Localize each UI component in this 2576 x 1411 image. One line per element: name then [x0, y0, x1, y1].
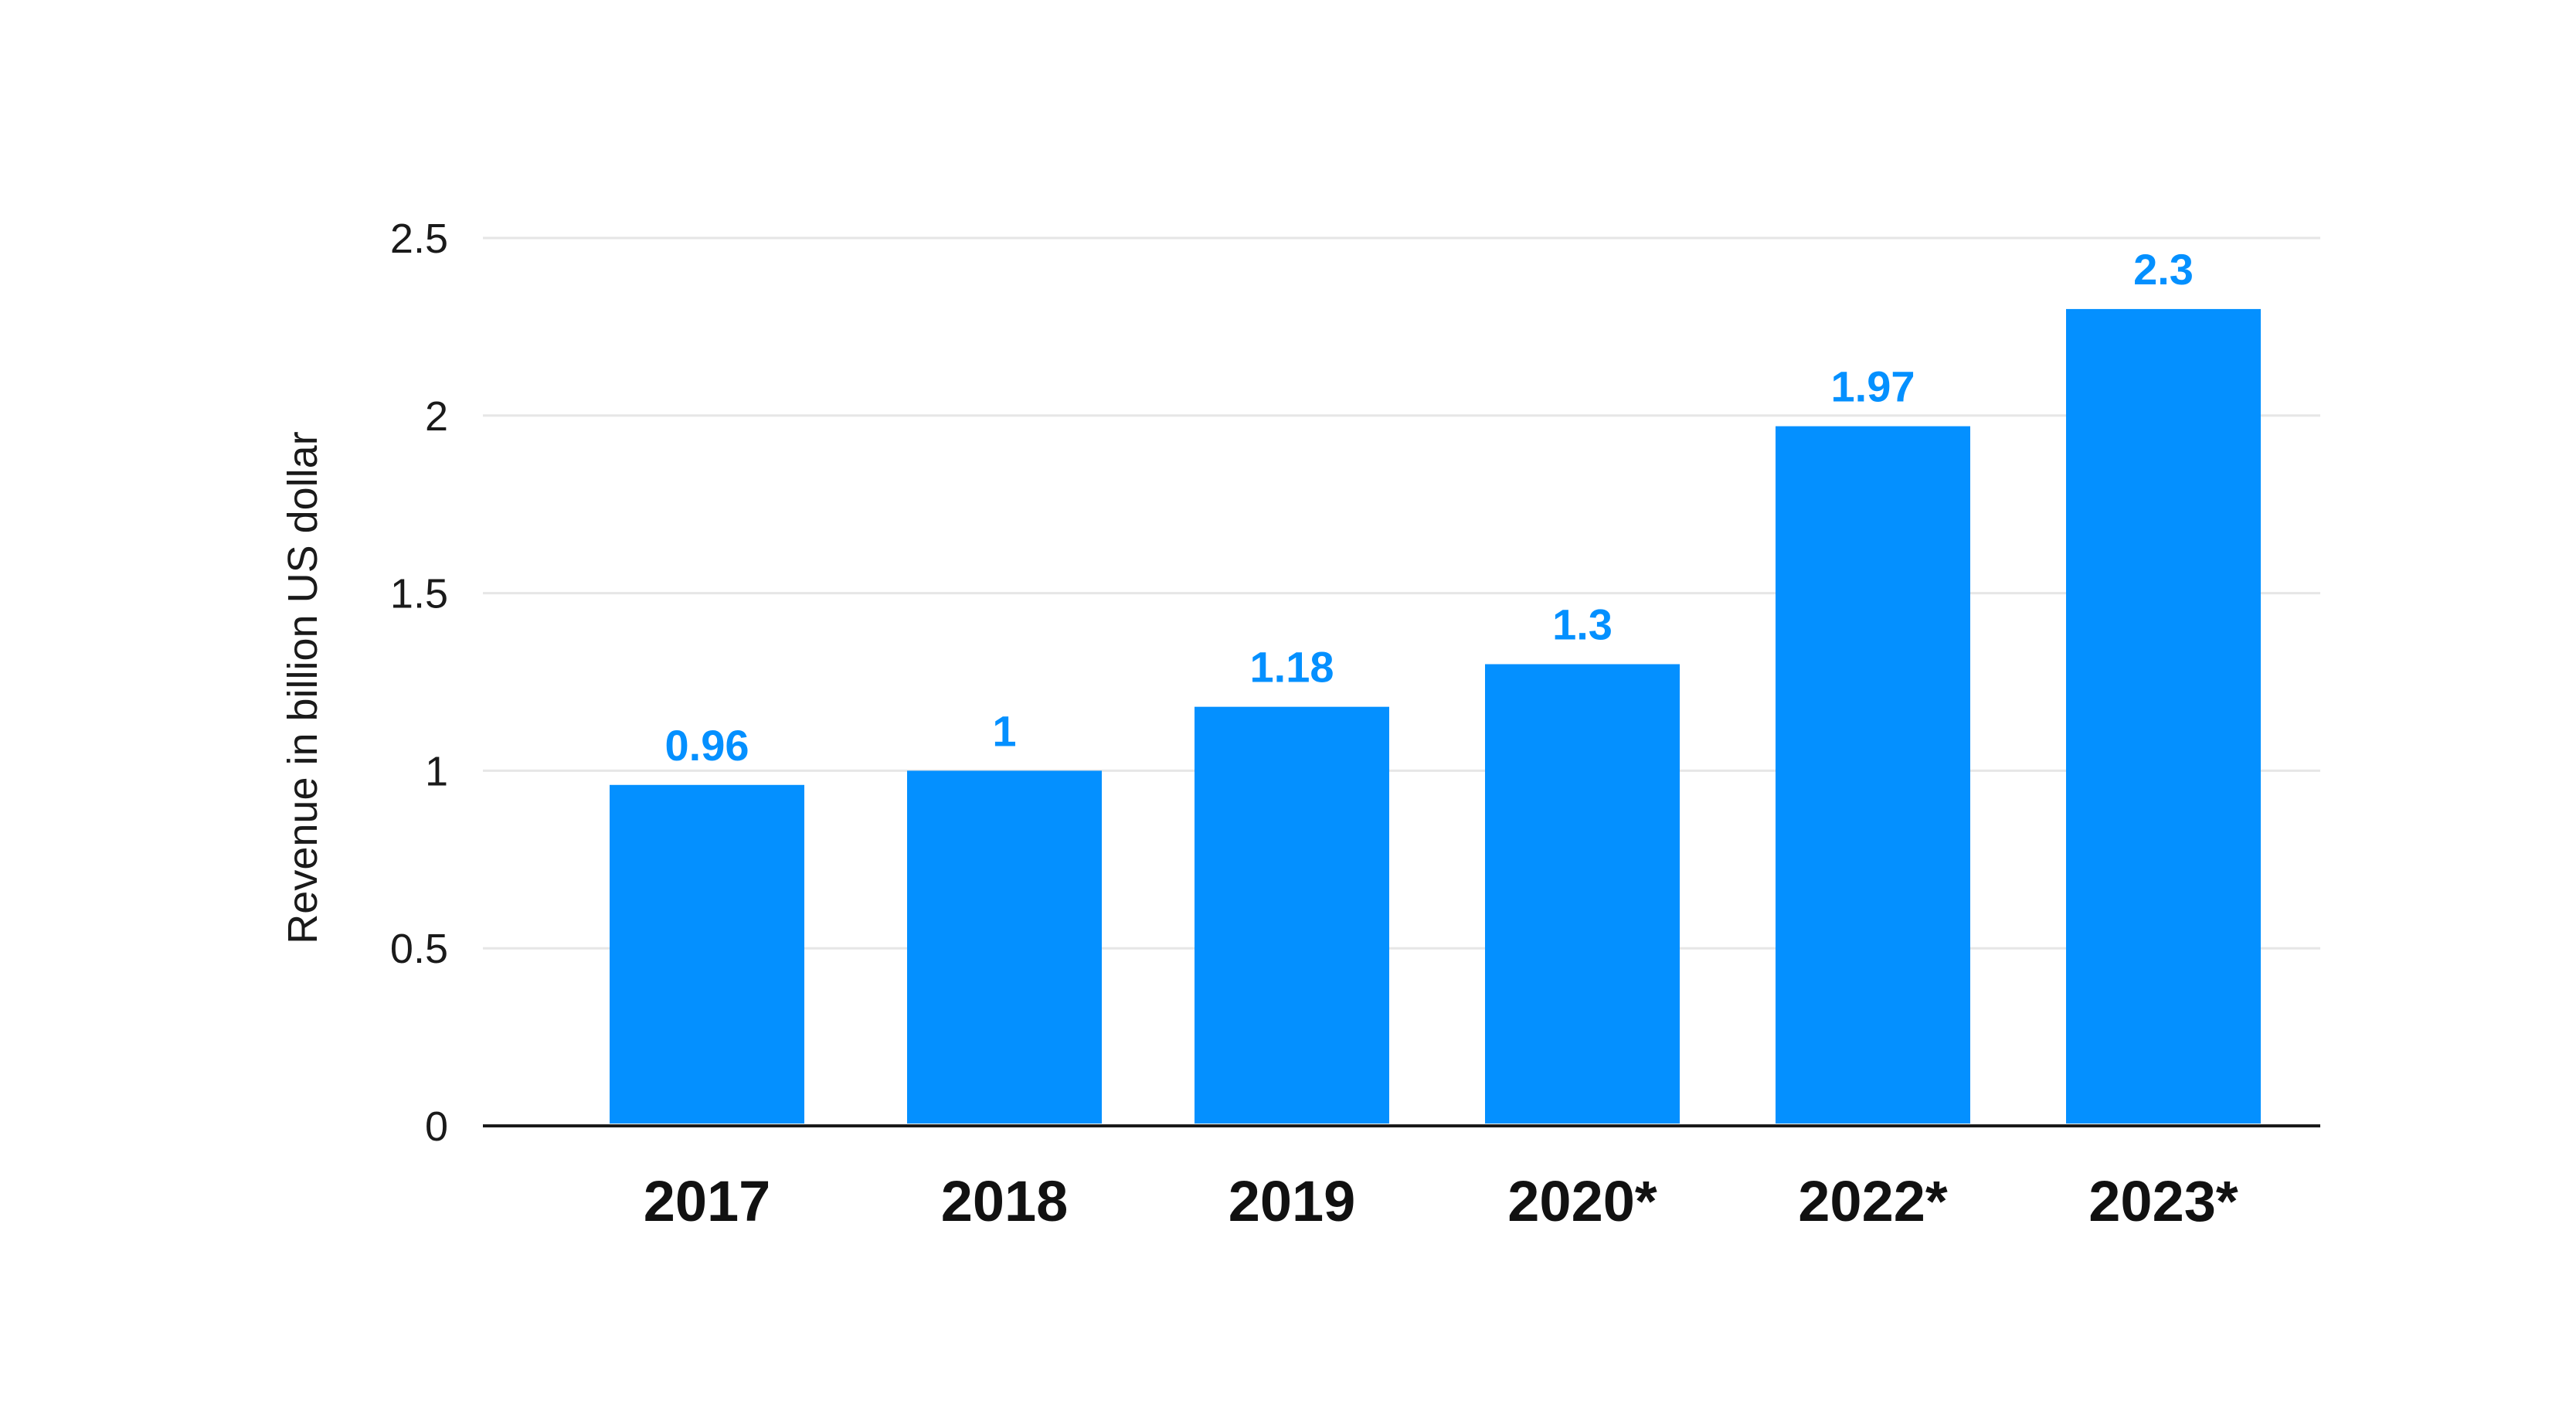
y-tick-labels: 0 0.5 1 1.5 2 2.5 — [390, 216, 448, 1150]
data-label: 2.3 — [2133, 245, 2194, 294]
bar — [907, 770, 1102, 1124]
y-tick-label: 1.5 — [390, 571, 448, 617]
bar — [1195, 706, 1389, 1124]
y-tick-label: 2 — [425, 393, 448, 440]
x-tick-labels: 2017 2018 2019 2020* 2022* 2023* — [644, 1169, 2238, 1233]
bar — [1485, 664, 1680, 1124]
y-axis-label: Revenue in billion US dollar — [280, 431, 326, 944]
bar — [610, 784, 804, 1124]
y-tick-label: 0 — [425, 1103, 448, 1150]
y-tick-label: 1 — [425, 748, 448, 794]
bars — [610, 308, 2261, 1124]
y-tick-label: 2.5 — [390, 216, 448, 262]
data-label: 1.97 — [1831, 362, 1915, 411]
data-labels: 0.96 1 1.18 1.3 1.97 2.3 — [665, 245, 2194, 770]
x-tick-label: 2017 — [644, 1169, 771, 1233]
gridlines — [483, 236, 2320, 950]
data-label: 1.3 — [1552, 600, 1613, 649]
bar — [1776, 426, 1970, 1124]
x-tick-label: 2022* — [1798, 1169, 1948, 1233]
x-tick-label: 2020* — [1507, 1169, 1657, 1233]
x-tick-label: 2019 — [1229, 1169, 1356, 1233]
x-tick-label: 2018 — [941, 1169, 1069, 1233]
data-label: 1.18 — [1250, 643, 1334, 692]
x-tick-label: 2023* — [2088, 1169, 2238, 1233]
bar — [2066, 308, 2261, 1124]
y-tick-label: 0.5 — [390, 926, 448, 972]
data-label: 1 — [992, 706, 1016, 755]
data-label: 0.96 — [665, 721, 749, 770]
